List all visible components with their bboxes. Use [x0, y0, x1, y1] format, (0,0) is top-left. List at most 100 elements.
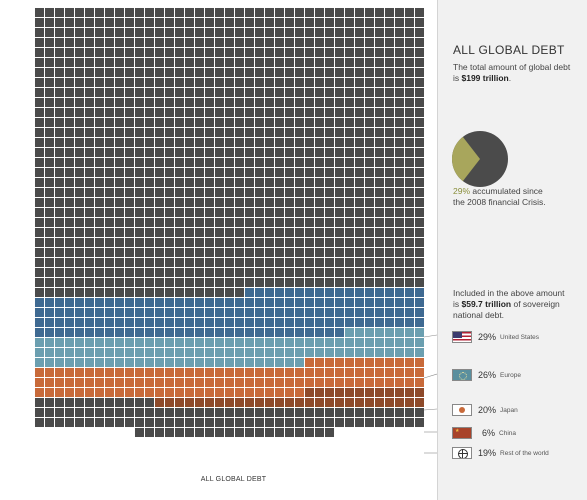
- waffle-cell: [55, 78, 64, 87]
- waffle-cell: [85, 228, 94, 237]
- waffle-cell: [185, 348, 194, 357]
- waffle-cell: [365, 88, 374, 97]
- legend-pct: 26%: [478, 370, 497, 380]
- waffle-cell: [35, 358, 44, 367]
- waffle-cell: [375, 188, 384, 197]
- waffle-cell: [115, 228, 124, 237]
- waffle-cell: [165, 348, 174, 357]
- waffle-cell: [245, 428, 254, 437]
- waffle-cell: [355, 138, 364, 147]
- waffle-cell: [135, 278, 144, 287]
- waffle-cell: [395, 328, 404, 337]
- waffle-cell: [95, 378, 104, 387]
- waffle-cell: [135, 288, 144, 297]
- waffle-cell: [405, 418, 414, 427]
- waffle-cell: [305, 278, 314, 287]
- waffle-cell: [245, 348, 254, 357]
- waffle-cell: [85, 58, 94, 67]
- waffle-cell: [385, 318, 394, 327]
- waffle-cell: [185, 378, 194, 387]
- waffle-cell: [185, 418, 194, 427]
- waffle-cell: [265, 338, 274, 347]
- waffle-cell: [385, 198, 394, 207]
- waffle-cell: [405, 58, 414, 67]
- waffle-cell: [115, 38, 124, 47]
- waffle-cell: [255, 68, 264, 77]
- waffle-cell: [125, 188, 134, 197]
- waffle-cell: [175, 218, 184, 227]
- waffle-cell: [215, 38, 224, 47]
- waffle-cell: [95, 148, 104, 157]
- waffle-cell: [335, 218, 344, 227]
- waffle-cell: [165, 28, 174, 37]
- legend-item-china: ★ 6% China: [452, 426, 516, 440]
- waffle-cell: [355, 8, 364, 17]
- waffle-cell: [275, 118, 284, 127]
- waffle-cell: [365, 148, 374, 157]
- waffle-cell: [275, 348, 284, 357]
- waffle-cell: [165, 248, 174, 257]
- waffle-cell: [75, 198, 84, 207]
- waffle-cell: [305, 298, 314, 307]
- waffle-cell: [375, 218, 384, 227]
- waffle-cell: [415, 28, 424, 37]
- waffle-cell: [285, 118, 294, 127]
- waffle-cell: [55, 158, 64, 167]
- waffle-cell: [265, 38, 274, 47]
- waffle-cell: [35, 268, 44, 277]
- waffle-cell: [75, 58, 84, 67]
- waffle-cell: [415, 388, 424, 397]
- total-debt-value: $199 trillion: [461, 73, 509, 83]
- waffle-cell: [145, 308, 154, 317]
- waffle-cell: [125, 18, 134, 27]
- waffle-cell: [185, 188, 194, 197]
- waffle-cell: [155, 228, 164, 237]
- waffle-cell: [85, 68, 94, 77]
- waffle-cell: [65, 328, 74, 337]
- waffle-cell: [315, 178, 324, 187]
- waffle-cell: [165, 38, 174, 47]
- waffle-cell: [55, 168, 64, 177]
- waffle-cell: [135, 368, 144, 377]
- waffle-cell: [235, 398, 244, 407]
- waffle-cell: [405, 188, 414, 197]
- waffle-cell: [105, 128, 114, 137]
- waffle-cell: [65, 388, 74, 397]
- waffle-cell: [385, 288, 394, 297]
- waffle-cell: [45, 138, 54, 147]
- waffle-cell: [365, 328, 374, 337]
- waffle-cell: [245, 138, 254, 147]
- waffle-cell: [355, 378, 364, 387]
- waffle-cell: [75, 348, 84, 357]
- waffle-cell: [95, 358, 104, 367]
- waffle-cell: [85, 118, 94, 127]
- waffle-cell: [365, 278, 374, 287]
- waffle-cell: [115, 28, 124, 37]
- waffle-cell: [175, 88, 184, 97]
- waffle-cell: [395, 118, 404, 127]
- waffle-cell: [285, 158, 294, 167]
- waffle-cell: [325, 68, 334, 77]
- waffle-cell: [195, 418, 204, 427]
- waffle-cell: [115, 8, 124, 17]
- waffle-cell: [175, 328, 184, 337]
- waffle-cell: [335, 368, 344, 377]
- waffle-cell: [255, 98, 264, 107]
- waffle-cell: [415, 48, 424, 57]
- waffle-cell: [95, 108, 104, 117]
- waffle-cell: [325, 258, 334, 267]
- waffle-cell: [225, 18, 234, 27]
- waffle-cell: [115, 268, 124, 277]
- waffle-cell: [35, 178, 44, 187]
- waffle-cell: [415, 258, 424, 267]
- waffle-cell: [395, 258, 404, 267]
- waffle-cell: [295, 338, 304, 347]
- waffle-cell: [135, 248, 144, 257]
- waffle-cell: [275, 388, 284, 397]
- waffle-cell: [145, 288, 154, 297]
- waffle-cell: [385, 418, 394, 427]
- waffle-cell: [95, 188, 104, 197]
- waffle-cell: [225, 278, 234, 287]
- waffle-cell: [355, 268, 364, 277]
- waffle-cell: [75, 388, 84, 397]
